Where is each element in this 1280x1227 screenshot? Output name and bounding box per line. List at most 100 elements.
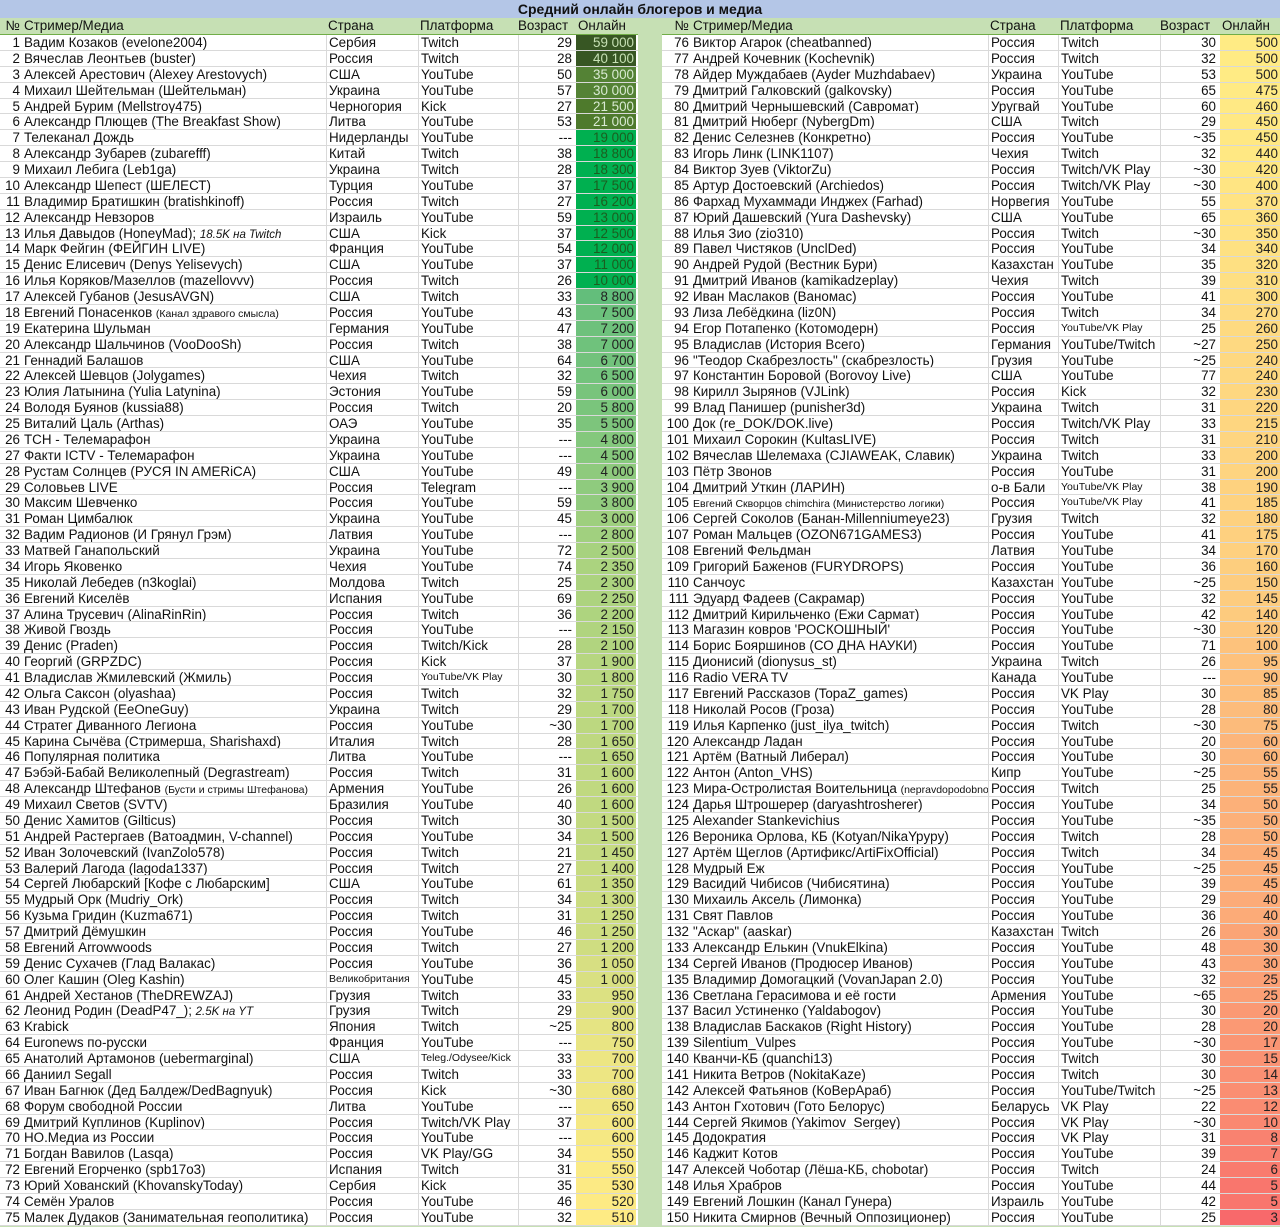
table-row[interactable]: 129 Васидий Чибисов (Чибисятина) Россия You… [662, 876, 1280, 893]
table-row[interactable]: 21 Геннадий Балашов США YouTube 64 6 700 [0, 352, 638, 369]
table-row[interactable]: 101 Михаил Сорокин (KultasLIVE) Россия Twit… [662, 431, 1280, 448]
table-row[interactable]: 48 Александр Штефанов (Бусти и стримы Ште… [0, 781, 638, 797]
table-row[interactable]: 18 Евгений Понасенков (Канал здравого смы… [0, 304, 638, 321]
table-row[interactable]: 94 Егор Потапенко (Котомодерн) Россия YouTu… [662, 320, 1280, 337]
table-row[interactable]: 53 Валерий Лагода (lagoda1337) Россия Twitc… [0, 860, 638, 877]
table-row[interactable]: 44 Стратег Диванного Легиона Россия YouTube… [0, 717, 638, 734]
table-row[interactable]: 5 Андрей Бурим (Mellstroy475) Черногория Ki… [0, 98, 638, 115]
table-row[interactable]: 141 Никита Ветров (NokitaKaze) Россия Twitc… [662, 1066, 1280, 1083]
table-row[interactable]: 73 Юрий Хованский (KhovanskyToday) Сербия K… [0, 1178, 638, 1194]
table-row[interactable]: 68 Форум свободной России Литва YouTube --- 6… [0, 1098, 638, 1115]
table-row[interactable]: 56 Кузьма Гридин (Kuzma671) Россия Twitch 31… [0, 908, 638, 924]
table-row[interactable]: 6 Александр Плющев (The Breakfast Show) Ли… [0, 114, 638, 131]
table-row[interactable]: 75 Малек Дудаков (Занимательная геополити… [0, 1209, 638, 1226]
table-row[interactable]: 25 Виталий Цаль (Arthas) ОАЭ YouTube 35 5 500 [0, 416, 638, 432]
table-row[interactable]: 47 Бэбэй-Бабай Великолепный (Degrastream)… [0, 765, 638, 782]
table-row[interactable]: 128 Мудрый Еж Россия YouTube ~25 45 [662, 860, 1280, 877]
table-row[interactable]: 55 Мудрый Орк (Mudriy_Ork) Россия Twitch 34 1… [0, 892, 638, 909]
table-row[interactable]: 63 Krabick Япония Twitch ~25 800 [0, 1019, 638, 1036]
table-row[interactable]: 99 Влад Панишер (punisher3d) Украина Twitch… [662, 400, 1280, 416]
table-row[interactable]: 23 Юлия Латынина (Yulia Latynina) Эстония Y… [0, 384, 638, 401]
table-row[interactable]: 16 Илья Коряков/Мазеллов (mazellovvv) Росс… [0, 273, 638, 289]
table-row[interactable]: 40 Георгий (GRPZDC) Россия Kick 37 1 900 [0, 654, 638, 670]
table-row[interactable]: 78 Айдер Муждабаев (Ayder Muzhdabaev) Укра… [662, 66, 1280, 83]
table-row[interactable]: 20 Александр Шальчинов (VooDooSh) Россия Tw… [0, 336, 638, 353]
table-row[interactable]: 10 Александр Шепест (ШЕЛЕСТ) Турция YouTube… [0, 177, 638, 194]
table-row[interactable]: 138 Владислав Баскаков (Right History) Рос… [662, 1019, 1280, 1036]
table-row[interactable]: 144 Сергей Якимов (Yakimov_Sergey) Россия V… [662, 1114, 1280, 1131]
table-row[interactable]: 125 Alexander Stankevichius Россия YouTube ~… [662, 812, 1280, 829]
table-row[interactable]: 60 Олег Кашин (Oleg Kashin) Великобритания… [0, 971, 638, 988]
table-row[interactable]: 102 Вячеслав Шелемаха (CJIAWEAK, Славик) У… [662, 447, 1280, 464]
table-row[interactable]: 92 Иван Маслаков (Ваномас) Россия YouTube 41… [662, 289, 1280, 305]
table-row[interactable]: 66 Даниил Segall Россия Twitch 33 700 [0, 1066, 638, 1083]
table-row[interactable]: 71 Богдан Вавилов (Lasqa) Россия VK Play/GG… [0, 1146, 638, 1163]
table-row[interactable]: 150 Никита Смирнов (Вечный Оппозиционер) Р… [662, 1209, 1280, 1226]
table-row[interactable]: 67 Иван Багнюк (Дед Балдеж/DedBagnyuk) Рос… [0, 1082, 638, 1099]
table-row[interactable]: 143 Антон Гхотович (Гото Белорус) Беларусь… [662, 1098, 1280, 1115]
table-row[interactable]: 39 Денис (Praden) Россия Twitch/Kick 28 2 100 [0, 638, 638, 655]
table-row[interactable]: 43 Иван Рудской (EeOneGuy) Украина Twitch 29… [0, 701, 638, 718]
table-row[interactable]: 88 Илья Зио (zio310) Россия Twitch ~30 350 [662, 225, 1280, 242]
table-row[interactable]: 33 Матвей Ганапольский Украина YouTube 72 2 5… [0, 543, 638, 559]
table-row[interactable]: 69 Дмитрий Куплинов (Kuplinov) Россия Twitc… [0, 1114, 638, 1131]
table-row[interactable]: 140 Кванчи-КБ (quanchi13) Россия Twitch 30 15 [662, 1051, 1280, 1067]
table-row[interactable]: 59 Денис Сухачев (Глад Валакас) Россия YouT… [0, 955, 638, 972]
table-row[interactable]: 51 Андрей Растергаев (Ватоадмин, V-channe… [0, 828, 638, 845]
table-row[interactable]: 114 Борис Бояршинов (СО ДНА НАУКИ) Россия Y… [662, 638, 1280, 655]
table-row[interactable]: 126 Вероника Орлова, КБ (Kotyan/NikaYpypy… [662, 828, 1280, 845]
table-row[interactable]: 96 "Теодор Скабрезлость" (скабрезлость) Гр… [662, 352, 1280, 369]
table-row[interactable]: 70 НО.Медиа из России Россия YouTube --- 600 [0, 1130, 638, 1147]
table-row[interactable]: 26 ТСН - Телемарафон Украина YouTube --- 4 80… [0, 431, 638, 448]
table-row[interactable]: 110 Санчоус Казахстан YouTube ~25 150 [662, 574, 1280, 591]
table-row[interactable]: 54 Сергей Любарский [Кофе с Любарским] США… [0, 876, 638, 893]
table-row[interactable]: 38 Живой Гвоздь Россия YouTube --- 2 150 [0, 622, 638, 639]
table-row[interactable]: 149 Евгений Лошкин (Канал Гунера) Израиль Y… [662, 1193, 1280, 1210]
table-row[interactable]: 115 Дионисий (dionysus_st) Украина Twitch 26… [662, 654, 1280, 670]
table-row[interactable]: 135 Владимир Домогацкий (VovanJapan 2.0) Р… [662, 971, 1280, 988]
table-row[interactable]: 34 Игорь Яковенко Чехия YouTube 74 2 350 [0, 558, 638, 575]
table-row[interactable]: 93 Лиза Лебёдкина (liz0N) Россия Twitch 34 27… [662, 304, 1280, 321]
table-row[interactable]: 127 Артём Щеглов (Артификс/ArtiFixOfficia… [662, 844, 1280, 861]
table-row[interactable]: 19 Екатерина Шульман Германия YouTube 47 7 20… [0, 320, 638, 337]
table-row[interactable]: 97 Константин Боровой (Borovoy Live) США Yo… [662, 368, 1280, 385]
table-row[interactable]: 122 Антон (Anton_VHS) Кипр YouTube ~25 55 [662, 765, 1280, 782]
table-row[interactable]: 113 Магазин ковров 'РОСКОШНЫЙ' Россия YouTu… [662, 622, 1280, 639]
table-row[interactable]: 30 Максим Шевченко Россия YouTube 59 3 800 [0, 495, 638, 512]
table-row[interactable]: 103 Пётр Звонов Россия YouTube 31 200 [662, 463, 1280, 480]
table-row[interactable]: 107 Роман Мальцев (OZON671GAMES3) Россия Yo… [662, 527, 1280, 543]
table-row[interactable]: 86 Фархад Мухаммади Инджех (Farhad) Норвег… [662, 193, 1280, 210]
table-row[interactable]: 121 Артём (Ватный Либерал) Россия YouTube 30… [662, 749, 1280, 766]
table-row[interactable]: 76 Виктор Агарок (cheatbanned) Россия Twitc… [662, 35, 1280, 51]
table-row[interactable]: 36 Евгений Киселёв Испания YouTube 69 2 250 [0, 590, 638, 607]
table-row[interactable]: 100 Док (re_DOK/DOK.live) Россия Twitch/VK … [662, 416, 1280, 432]
table-row[interactable]: 142 Алексей Фатьянов (КоВерАраб) Россия You… [662, 1082, 1280, 1099]
table-row[interactable]: 118 Николай Росов (Гроза) Россия YouTube 28 8… [662, 701, 1280, 718]
table-row[interactable]: 136 Светлана Герасимова и её гости Армения… [662, 987, 1280, 1004]
table-row[interactable]: 22 Алексей Шевцов (Jolygames) Чехия Twitch 3… [0, 368, 638, 385]
table-row[interactable]: 57 Дмитрий Дёмушкин Россия YouTube 46 1 250 [0, 924, 638, 940]
table-row[interactable]: 106 Сергей Соколов (Банан-Millenniumeye23… [662, 511, 1280, 528]
table-row[interactable]: 120 Александр Ладан Россия YouTube 20 60 [662, 733, 1280, 750]
table-row[interactable]: 89 Павел Чистяков (UnclDed) Россия YouTube 3… [662, 241, 1280, 258]
table-row[interactable]: 123 Мира-Остролистая Воительница (nepravd… [662, 781, 1280, 797]
table-row[interactable]: 9 Михаил Лебига (Leb1ga) Украина Twitch 28 18… [0, 162, 638, 178]
table-row[interactable]: 41 Владислав Жмилевский (Жмиль) Россия YouT… [0, 670, 638, 686]
table-row[interactable]: 130 Михаиль Аксель (Лимонка) Россия YouTube… [662, 892, 1280, 909]
table-row[interactable]: 62 Леонид Родин (DeadP47_); 2.5K на YT Гру… [0, 1003, 638, 1020]
table-row[interactable]: 119 Илья Карпенко (just_ilya_twitch) Росси… [662, 717, 1280, 734]
table-row[interactable]: 147 Алексей Чоботар (Лёша-КБ, chobotar) Ро… [662, 1162, 1280, 1178]
table-row[interactable]: 77 Андрей Кочевник (Kochevnik) Россия Twitc… [662, 50, 1280, 67]
table-row[interactable]: 46 Популярная политика Литва YouTube --- 1 65… [0, 749, 638, 766]
table-row[interactable]: 1 Вадим Козаков (evelone2004) Сербия Twitch… [0, 35, 638, 51]
table-row[interactable]: 112 Дмитрий Кирильченко (Ежи Сармат) Росси… [662, 606, 1280, 623]
table-row[interactable]: 109 Григорий Баженов (FURYDROPS) Россия You… [662, 558, 1280, 575]
table-row[interactable]: 148 Илья Храбров Россия YouTube 44 5 [662, 1178, 1280, 1194]
table-row[interactable]: 137 Васил Устиненко (Yaldabogov) Россия You… [662, 1003, 1280, 1020]
table-row[interactable]: 3 Алексей Арестович (Alexey Arestovych) СШ… [0, 66, 638, 83]
table-row[interactable]: 98 Кирилл Зырянов (VJLink) Россия Kick 32 230 [662, 384, 1280, 401]
table-row[interactable]: 74 Семён Уралов Россия YouTube 46 520 [0, 1193, 638, 1210]
table-row[interactable]: 111 Эдуард Фадеев (Сакрамар) Россия YouTube… [662, 590, 1280, 607]
table-row[interactable]: 133 Александр Елькин (VnukElkina) Россия Yo… [662, 939, 1280, 956]
table-row[interactable]: 52 Иван Золочевский (IvanZolo578) Россия Tw… [0, 844, 638, 861]
